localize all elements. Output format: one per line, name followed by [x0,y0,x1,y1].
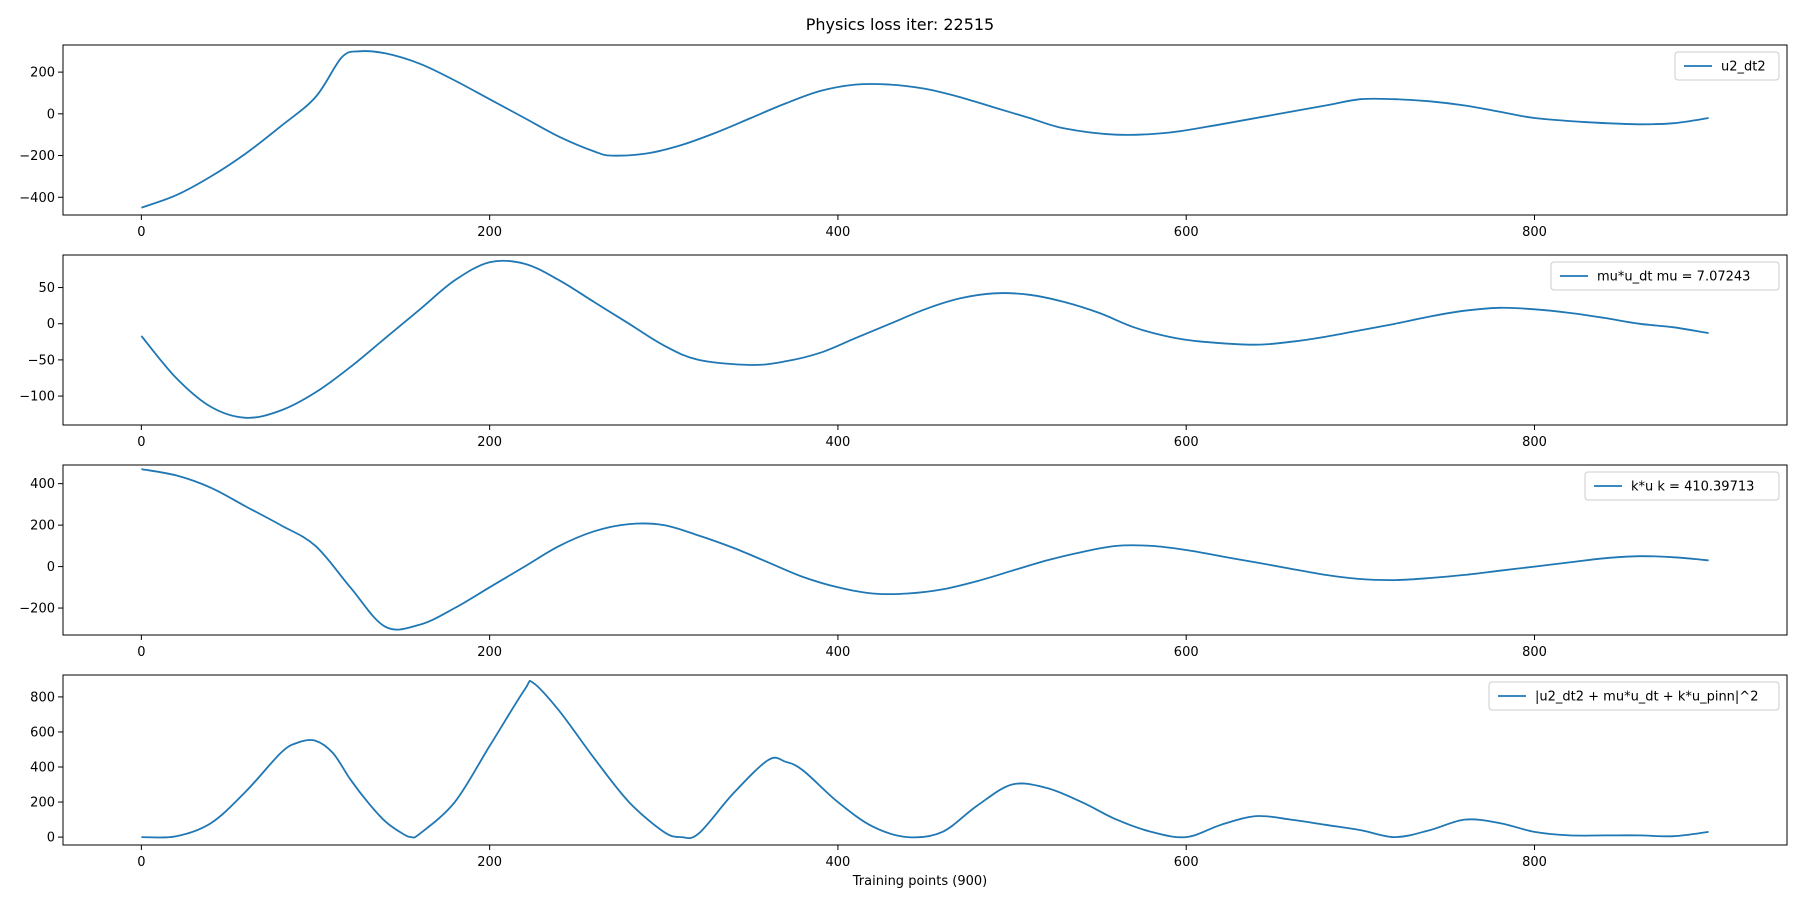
y-tick-label: −100 [19,390,55,405]
x-tick-label: 400 [826,855,851,870]
y-tick-label: 200 [30,519,55,534]
axes-frame [62,674,1788,846]
y-tick-label: −200 [19,149,55,164]
legend-box [1674,51,1780,81]
x-tick-label: 0 [137,645,145,660]
legend-label: k*u k = 410.39713 [1631,480,1754,495]
x-tick-label: 200 [477,225,502,240]
series-line [140,259,1709,419]
x-tick-label: 0 [137,855,145,870]
x-tick-label: 600 [1174,855,1199,870]
legend-label: mu*u_dt mu = 7.07243 [1597,270,1750,285]
axes-frame [62,464,1788,636]
y-tick-label: 400 [30,761,55,776]
x-axis-label: Training points (900) [852,874,987,889]
legend-box [1550,261,1780,291]
figure-title: Physics loss iter: 22515 [806,15,994,34]
legend-label: u2_dt2 [1721,60,1766,75]
x-tick-label: 200 [477,435,502,450]
legend-box [1488,681,1780,711]
y-tick-label: −50 [28,353,55,368]
y-tick-label: 600 [30,725,55,740]
y-tick-label: 50 [38,281,55,296]
x-tick-label: 600 [1174,435,1199,450]
x-tick-label: 200 [477,645,502,660]
x-tick-label: 400 [826,225,851,240]
y-tick-label: 200 [30,66,55,81]
x-tick-label: 800 [1522,855,1547,870]
subplot-1: 0 200 400 600 800 −400 −200 0 200 u2_dt2 [19,44,1788,240]
legend-label: |u2_dt2 + mu*u_dt + k*u_pinn|^2 [1535,690,1758,705]
subplot-4: 0 200 400 600 800 0 200 400 600 800 |u2_dt2 + mu*u… [30,674,1788,870]
subplots-container: 0 200 400 600 800 −400 −200 0 200 u2_dt2 0 200 400 60… [19,44,1788,870]
series-line [141,50,1709,209]
y-tick-label: 200 [30,796,55,811]
y-tick-label: 400 [30,477,55,492]
x-tick-label: 800 [1522,645,1547,660]
y-tick-label: 0 [47,831,55,846]
subplot-2: 0 200 400 600 800 −100 −50 0 50 mu*u_dt mu = 7.07… [19,254,1788,450]
x-tick-label: 400 [826,435,851,450]
y-tick-label: 0 [47,107,55,122]
x-tick-label: 0 [137,225,145,240]
y-tick-label: 800 [30,690,55,705]
x-tick-label: 0 [137,435,145,450]
axes-frame [62,44,1788,216]
series-line [141,468,1709,631]
x-tick-label: 400 [826,645,851,660]
x-tick-label: 800 [1522,225,1547,240]
y-tick-label: −400 [19,191,55,206]
legend-box [1584,471,1780,501]
subplot-3: 0 200 400 600 800 −200 0 200 400 k*u k = 410.3971… [19,464,1788,660]
axes-frame [62,254,1788,426]
y-tick-label: 0 [47,560,55,575]
x-tick-label: 200 [477,855,502,870]
y-tick-label: −200 [19,602,55,617]
series-line [141,679,1709,840]
y-tick-label: 0 [47,317,55,332]
x-tick-label: 800 [1522,435,1547,450]
x-tick-label: 600 [1174,225,1199,240]
x-tick-label: 600 [1174,645,1199,660]
